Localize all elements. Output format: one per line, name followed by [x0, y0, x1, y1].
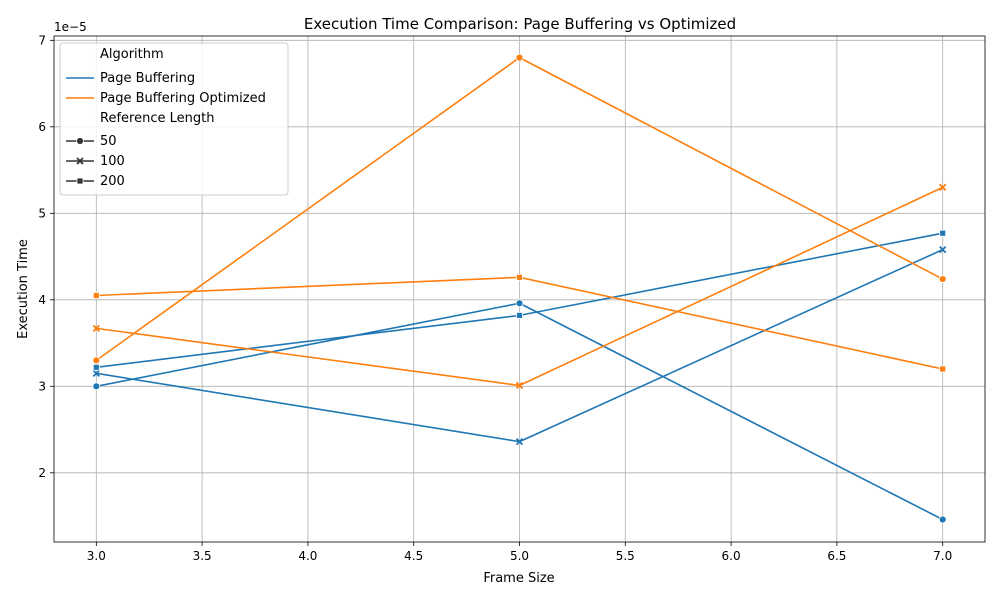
- y-axis-label: Execution Time: [16, 239, 31, 339]
- data-point-marker: [515, 438, 524, 446]
- series-layer: [92, 53, 947, 524]
- y-tick-label: 6: [38, 120, 46, 134]
- x-tick-label: 3.5: [193, 549, 212, 563]
- data-point-marker: [939, 229, 947, 237]
- x-tick-label: 3.0: [87, 549, 106, 563]
- y-tick-label: 5: [38, 206, 46, 220]
- legend-style-marker: [76, 137, 84, 145]
- y-tick-label: 7: [38, 33, 46, 47]
- legend-label-page-buffering: Page Buffering: [100, 71, 195, 86]
- legend-label-ref-50: 50: [100, 134, 117, 149]
- legend-hue-title: Algorithm: [100, 47, 164, 62]
- legend-style-marker: [76, 177, 84, 185]
- data-point-marker: [939, 183, 947, 192]
- legend-style-markers: [66, 137, 94, 185]
- data-point-marker: [92, 324, 100, 332]
- x-tick-label: 4.0: [298, 549, 317, 563]
- x-tick-label: 5.0: [510, 549, 529, 563]
- data-point-marker: [92, 363, 100, 371]
- grid-lines: [54, 36, 985, 542]
- legend-label-ref-200: 200: [100, 174, 125, 189]
- y-tick-label: 3: [38, 379, 46, 393]
- legend: Algorithm Page Buffering Page Buffering …: [59, 42, 289, 196]
- data-point-marker: [939, 365, 947, 373]
- data-point-marker: [92, 369, 100, 377]
- y-axis-ticks: 2 3 4 5 6 7: [38, 33, 54, 480]
- data-point-marker: [515, 381, 524, 390]
- data-point-marker: [515, 53, 524, 62]
- x-tick-label: 6.0: [722, 549, 741, 563]
- y-tick-label: 2: [38, 466, 46, 480]
- x-axis-label: Frame Size: [483, 571, 554, 586]
- y-tick-label: 4: [38, 293, 46, 307]
- x-axis-ticks: 3.0 3.5 4.0 4.5 5.0 5.5 6.0 6.5 7.0: [87, 542, 952, 563]
- legend-label-page-buffering-optimized: Page Buffering Optimized: [100, 91, 266, 106]
- data-point-marker: [938, 515, 947, 524]
- legend-box: [59, 42, 289, 196]
- data-point-marker: [92, 292, 100, 299]
- data-point-marker: [515, 299, 524, 308]
- legend-label-ref-100: 100: [100, 154, 125, 169]
- data-point-marker: [92, 382, 101, 391]
- data-point-marker: [938, 275, 947, 283]
- x-tick-label: 5.5: [616, 549, 635, 563]
- x-tick-label: 6.5: [827, 549, 846, 563]
- data-point-marker: [516, 311, 523, 319]
- data-point-marker: [516, 273, 523, 281]
- chart-title: Execution Time Comparison: Page Bufferin…: [304, 15, 736, 33]
- legend-style-title: Reference Length: [100, 111, 214, 126]
- data-point-marker: [939, 246, 947, 254]
- y-offset-label: 1e−5: [54, 20, 87, 34]
- x-tick-label: 7.0: [933, 549, 952, 563]
- legend-style-marker: [76, 157, 84, 165]
- x-tick-label: 4.5: [404, 549, 423, 563]
- data-point-marker: [92, 356, 101, 365]
